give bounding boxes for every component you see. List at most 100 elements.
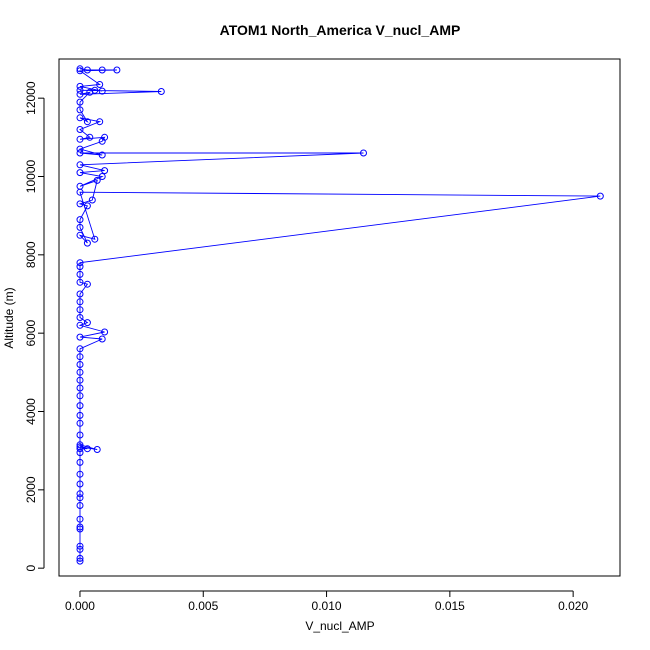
data-point [76,149,84,157]
data-point [83,239,91,247]
y-axis-label: Altitude (m) [2,287,16,348]
series-line [78,68,601,562]
y-tick-label: 0 [24,565,38,572]
data-point [83,66,91,74]
x-tick-label: 0.010 [312,599,342,613]
data-point [76,270,84,278]
data-point [76,306,84,314]
data-point [76,90,84,98]
data-point [96,81,104,88]
data-point [96,118,104,126]
data-point [83,445,91,453]
data-point [98,335,106,343]
data-point [76,86,84,94]
plot-area-border [58,58,621,577]
y-axis: 0 2000 4000 6000 8000 10000 12000 [24,81,45,572]
data-point [76,368,84,376]
data-point [76,333,84,341]
data-point [76,557,84,565]
y-tick-label: 8000 [24,241,38,268]
data-point [596,192,604,200]
data-point [98,151,106,159]
data-point [76,161,84,169]
data-point [76,259,84,267]
data-point [76,402,84,410]
x-axis: 0.000 0.005 0.010 0.015 0.020 [65,590,588,613]
data-point [76,525,84,533]
data-point [76,542,84,550]
y-tick-label: 4000 [24,398,38,425]
data-point [76,67,84,75]
data-point [76,314,84,321]
x-tick-label: 0.000 [65,599,95,613]
y-tick-label: 2000 [24,476,38,503]
data-point [98,66,106,74]
data-point [76,231,84,239]
x-tick-label: 0.005 [188,599,218,613]
data-point [76,515,84,523]
x-tick-label: 0.015 [435,599,465,613]
y-tick-label: 6000 [24,319,38,346]
data-point [76,263,84,271]
data-point [76,392,84,400]
data-point [76,494,84,502]
data-point [76,441,84,449]
data-point [76,216,84,224]
data-point [76,502,84,509]
data-point [98,173,106,180]
data-point [113,66,121,74]
data-point [76,321,84,329]
data-point [76,376,84,384]
data-point [76,361,84,368]
data-point [76,223,84,231]
y-tick-label: 12000 [24,81,38,115]
data-point [76,126,84,133]
data-point [76,431,84,439]
data-point [76,490,84,498]
data-point [76,443,84,451]
data-point [76,554,84,562]
data-point [76,419,84,427]
data-point [76,353,84,361]
data-point [93,446,101,453]
data-point [76,480,84,488]
chart-title: ATOM1 North_America V_nucl_AMP [220,22,461,38]
data-point [76,523,84,531]
data-point [76,411,84,419]
data-point [76,98,84,106]
data-point [93,176,101,184]
data-point [76,145,84,153]
data-point [76,82,84,90]
data-point [91,235,99,243]
data-point [360,149,367,157]
data-point [76,470,84,478]
data-point [83,280,91,288]
y-tick-label: 10000 [24,159,38,193]
data-point [98,87,106,95]
data-point [101,167,109,175]
data-point [101,133,109,141]
data-point [76,345,84,353]
data-point [76,106,84,114]
data-point [76,135,84,143]
data-point [76,290,84,298]
x-axis-label: V_nucl_AMP [305,619,374,633]
data-point [76,65,84,73]
data-point [101,328,109,336]
data-point [76,200,84,208]
series-layer [76,65,604,565]
data-point [83,319,91,327]
data-point [91,86,99,94]
data-point [76,169,84,177]
data-point [86,133,94,141]
data-point [76,384,84,392]
x-tick-label: 0.020 [558,599,588,613]
data-point [76,182,84,190]
data-point [76,114,84,122]
data-point [83,202,91,210]
data-point [83,118,91,126]
data-point [76,458,84,466]
data-point [157,88,165,95]
